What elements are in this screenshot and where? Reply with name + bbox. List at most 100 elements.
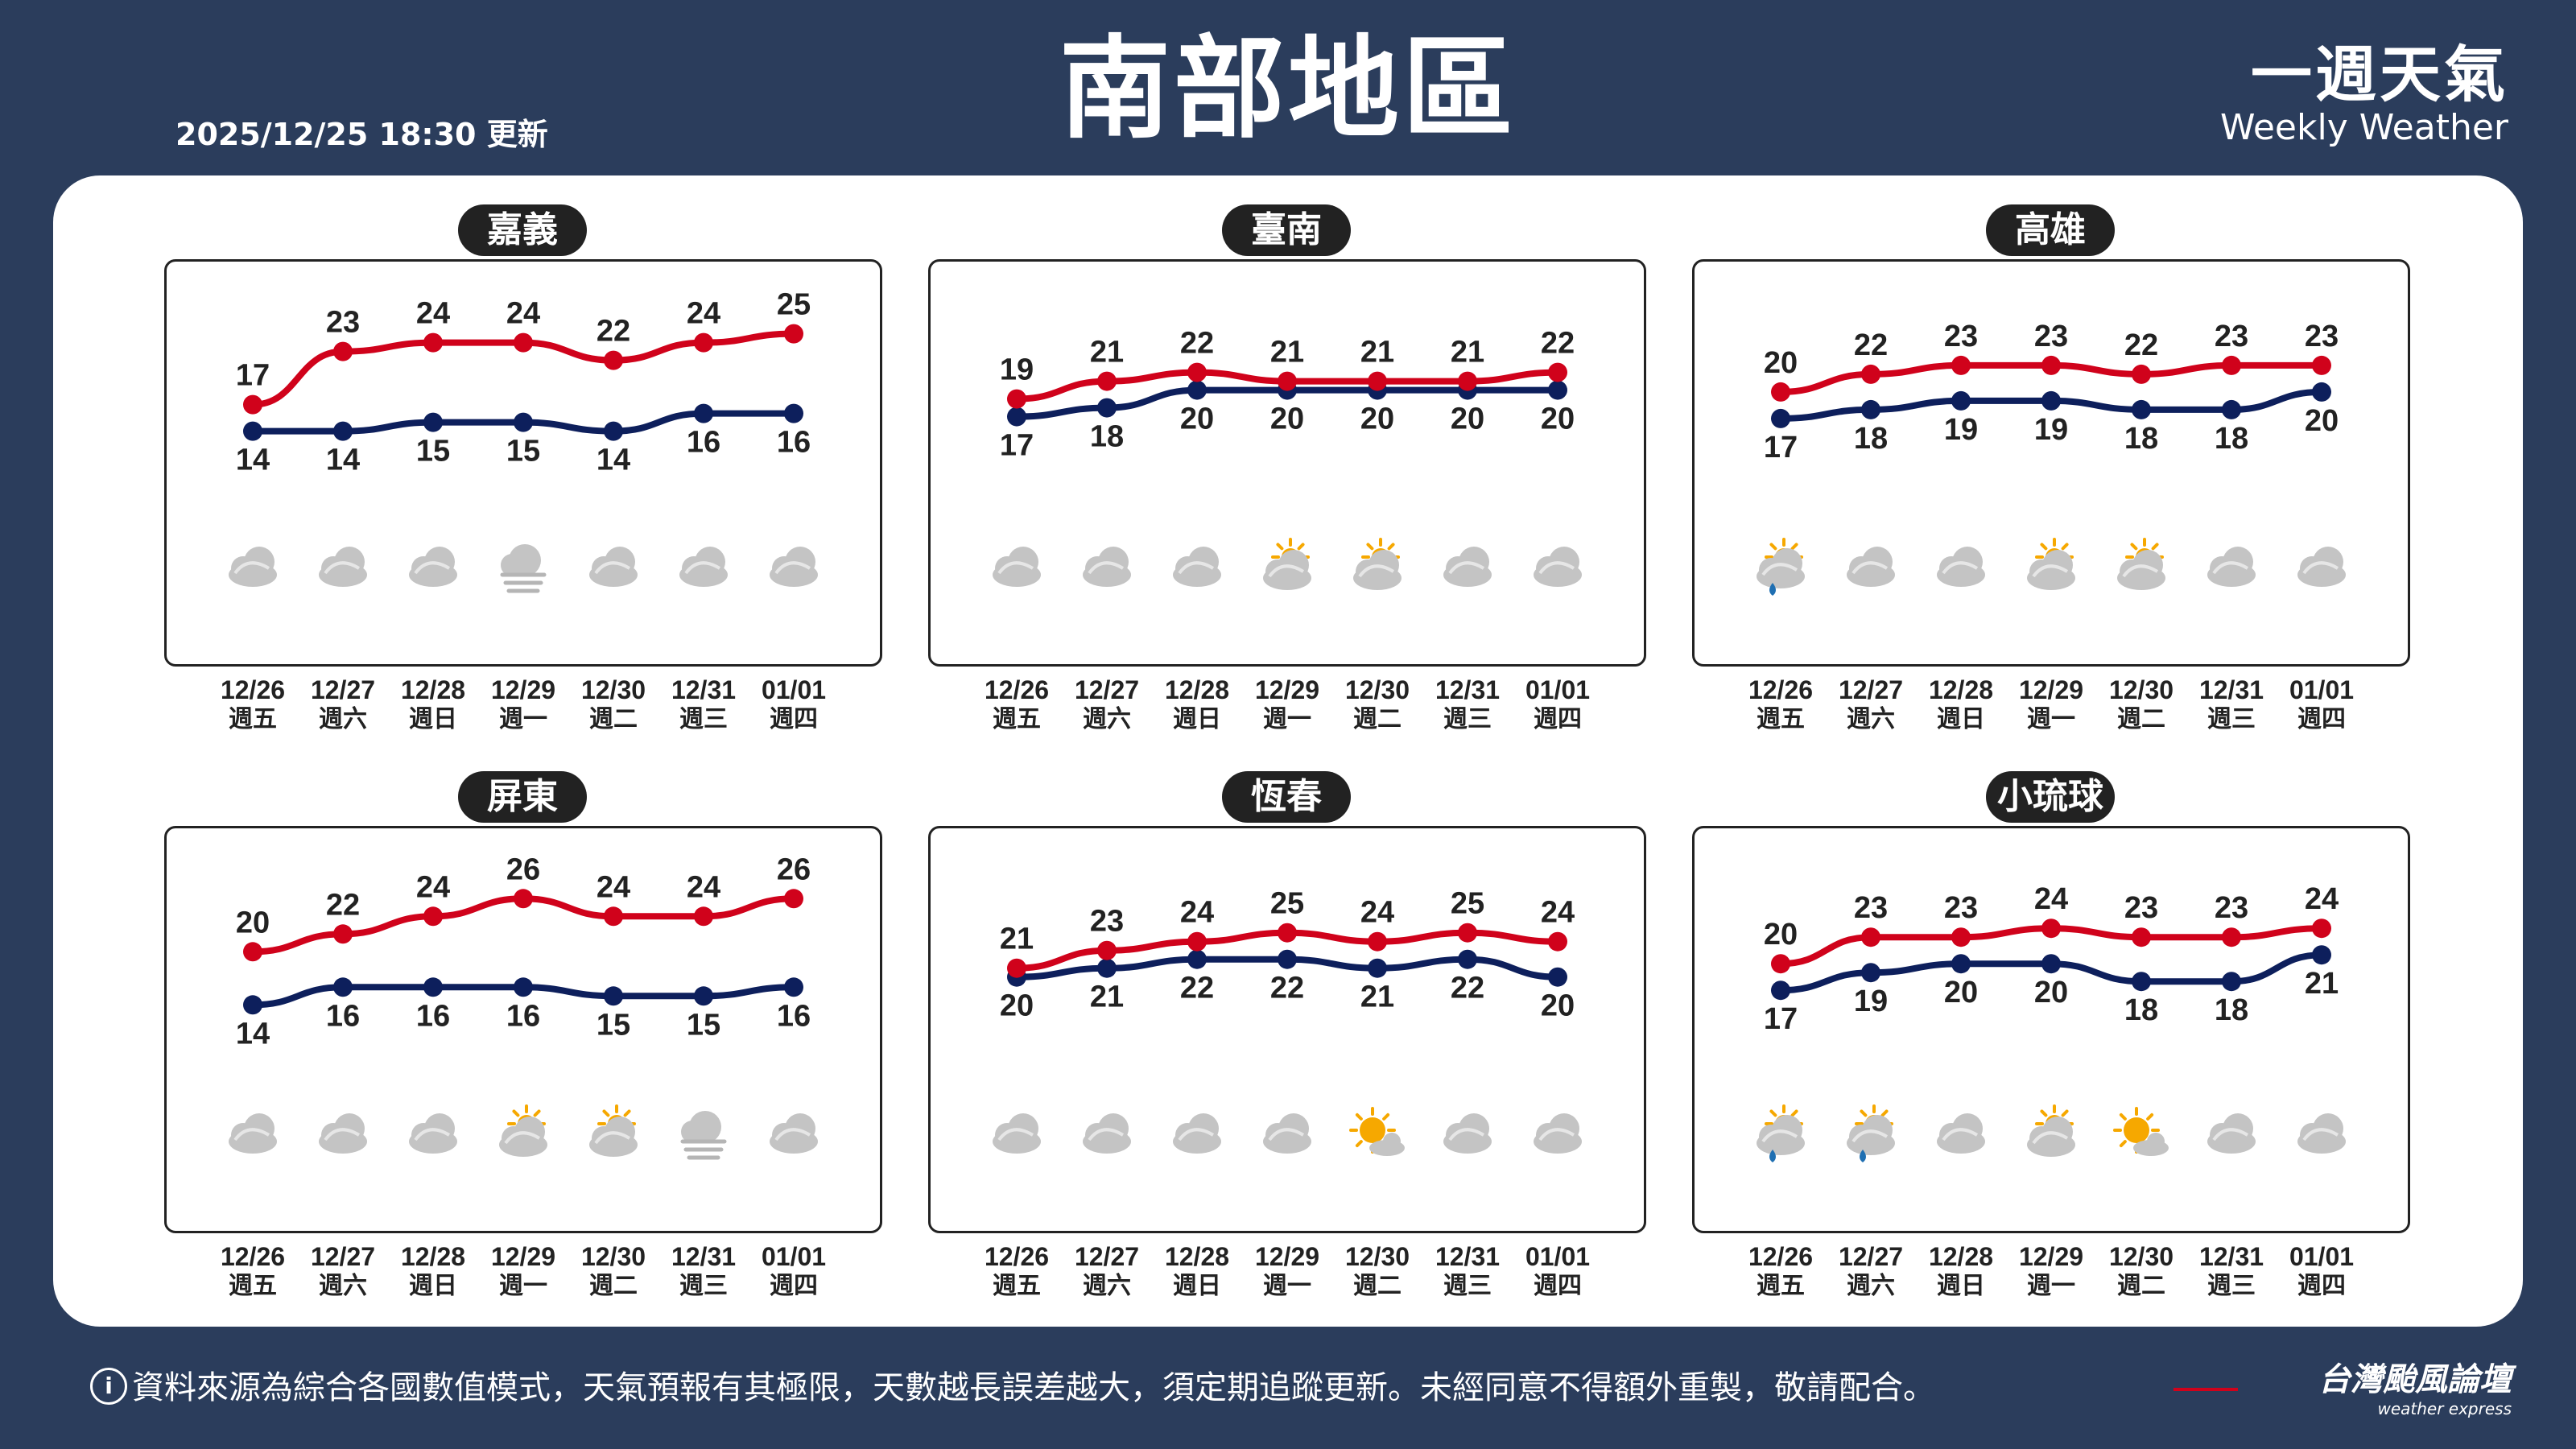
- cloudy-icon: [1937, 547, 1985, 587]
- high-temp-label: 21: [1451, 336, 1484, 369]
- low-temp-label: 16: [326, 999, 360, 1033]
- date-label: 12/28: [1929, 675, 1993, 704]
- low-temp-label: 15: [506, 435, 540, 469]
- high-temp-point: [2132, 364, 2151, 384]
- high-temp-label: 19: [1000, 353, 1034, 387]
- weekday-label: 週四: [1534, 1273, 1582, 1299]
- high-temp-label: 24: [2305, 882, 2339, 916]
- weekday-label: 週二: [589, 706, 638, 733]
- date-label: 12/28: [1165, 675, 1229, 704]
- cloudy-icon: [2297, 1113, 2346, 1154]
- low-temp-point: [2132, 972, 2151, 992]
- low-temp-point: [423, 977, 443, 997]
- low-temp-label: 15: [687, 1008, 720, 1042]
- page-title: 南部地區: [1059, 24, 1517, 154]
- weekday-label: 週日: [1173, 1273, 1221, 1299]
- cloudy-icon: [993, 1113, 1041, 1154]
- date-label: 12/27: [1839, 1242, 1903, 1271]
- date-label: 01/01: [1525, 1242, 1590, 1271]
- high-temp-point: [1458, 371, 1477, 391]
- low-temp-point: [1187, 380, 1207, 400]
- low-temp-label: 17: [1764, 431, 1798, 464]
- high-temp-label: 24: [1180, 896, 1214, 930]
- low-temp-label: 19: [1944, 413, 1978, 447]
- high-temp-point: [514, 889, 533, 909]
- high-temp-label: 22: [2124, 328, 2158, 362]
- date-label: 12/30: [2109, 1242, 2174, 1271]
- weekday-label: 週一: [2027, 706, 2075, 733]
- low-temp-point: [1007, 407, 1026, 427]
- date-label: 12/31: [2199, 1242, 2264, 1271]
- cloudy-icon: [1443, 1113, 1492, 1154]
- high-temp-label: 20: [1764, 918, 1798, 952]
- date-label: 01/01: [762, 1242, 826, 1271]
- partly-sunny-icon: [589, 1104, 638, 1157]
- low-temp-point: [694, 986, 713, 1006]
- date-label: 12/27: [311, 1242, 375, 1271]
- date-label: 01/01: [2289, 675, 2354, 704]
- low-temp-label: 20: [2305, 404, 2339, 438]
- high-temp-label: 21: [1270, 336, 1304, 369]
- high-temp-point: [1007, 958, 1026, 978]
- region-chart: 嘉義 14 14 15 15 14 16 16 17 23 24 24 22 24 25 12/26 週五 12/…: [164, 192, 882, 739]
- low-temp-label: 21: [2305, 967, 2339, 1001]
- high-temp-point: [1187, 362, 1207, 382]
- high-temp-point: [604, 906, 623, 927]
- weekday-label: 週四: [2297, 1273, 2346, 1299]
- high-temp-point: [604, 350, 623, 370]
- low-temp-point: [243, 995, 262, 1015]
- low-temp-point: [1187, 949, 1207, 969]
- chart-frame: [164, 259, 882, 667]
- brand-title: 一週天氣: [2251, 39, 2508, 110]
- low-temp-label: 20: [1944, 976, 1978, 1009]
- region-name: 高雄: [1986, 204, 2115, 256]
- high-temp-label: 20: [236, 906, 270, 939]
- high-temp-label: 21: [1090, 336, 1124, 369]
- low-temp-point: [1771, 408, 1790, 428]
- high-temp-point: [1771, 954, 1790, 974]
- high-temp-label: 22: [1541, 327, 1575, 361]
- footer-logo: 台灣颱風論壇 weather express: [2174, 1360, 2512, 1425]
- low-temp-point: [514, 412, 533, 432]
- footer-logo-title: 台灣颱風論壇: [2318, 1361, 2512, 1398]
- date-label: 12/30: [2109, 675, 2174, 704]
- low-temp-label: 18: [2215, 422, 2248, 456]
- low-temp-point: [1097, 398, 1117, 418]
- partly-sunny-icon: [2027, 1104, 2075, 1157]
- high-temp-point: [1771, 382, 1790, 402]
- chart-frame: [1692, 259, 2410, 667]
- low-temp-label: 14: [236, 444, 270, 477]
- cloudy-icon: [2297, 547, 2346, 587]
- cloudy-icon: [2207, 1113, 2256, 1154]
- low-temp-label: 20: [2034, 976, 2068, 1009]
- low-temp-point: [243, 421, 262, 441]
- low-temp-label: 16: [687, 426, 720, 460]
- brand: 一週天氣 Weekly Weather: [2138, 40, 2508, 147]
- date-label: 12/28: [401, 1242, 465, 1271]
- low-temp-label: 14: [597, 444, 630, 477]
- date-label: 12/31: [1435, 675, 1500, 704]
- weekday-label: 週一: [1263, 1273, 1311, 1299]
- low-temp-label: 16: [777, 426, 811, 460]
- low-temp-label: 19: [1854, 985, 1888, 1018]
- chart-frame: [928, 826, 1646, 1233]
- cloudy-icon: [229, 547, 277, 587]
- weekday-label: 週五: [993, 706, 1041, 733]
- low-temp-label: 15: [416, 435, 450, 469]
- low-temp-point: [604, 421, 623, 441]
- high-temp-point: [423, 906, 443, 927]
- date-label: 01/01: [2289, 1242, 2354, 1271]
- low-temp-point: [1771, 980, 1790, 1001]
- sun-rain-icon: [1757, 1104, 1805, 1162]
- date-label: 12/29: [2019, 675, 2083, 704]
- high-temp-point: [2312, 919, 2331, 939]
- weekday-label: 週一: [1263, 706, 1311, 733]
- region-chart: 恆春 20 21 22 22 21 22 20 21 23 24 25 24 25 24 12/26 週五 12/…: [928, 758, 1646, 1306]
- date-label: 12/27: [1839, 675, 1903, 704]
- weekday-label: 週六: [319, 1273, 367, 1299]
